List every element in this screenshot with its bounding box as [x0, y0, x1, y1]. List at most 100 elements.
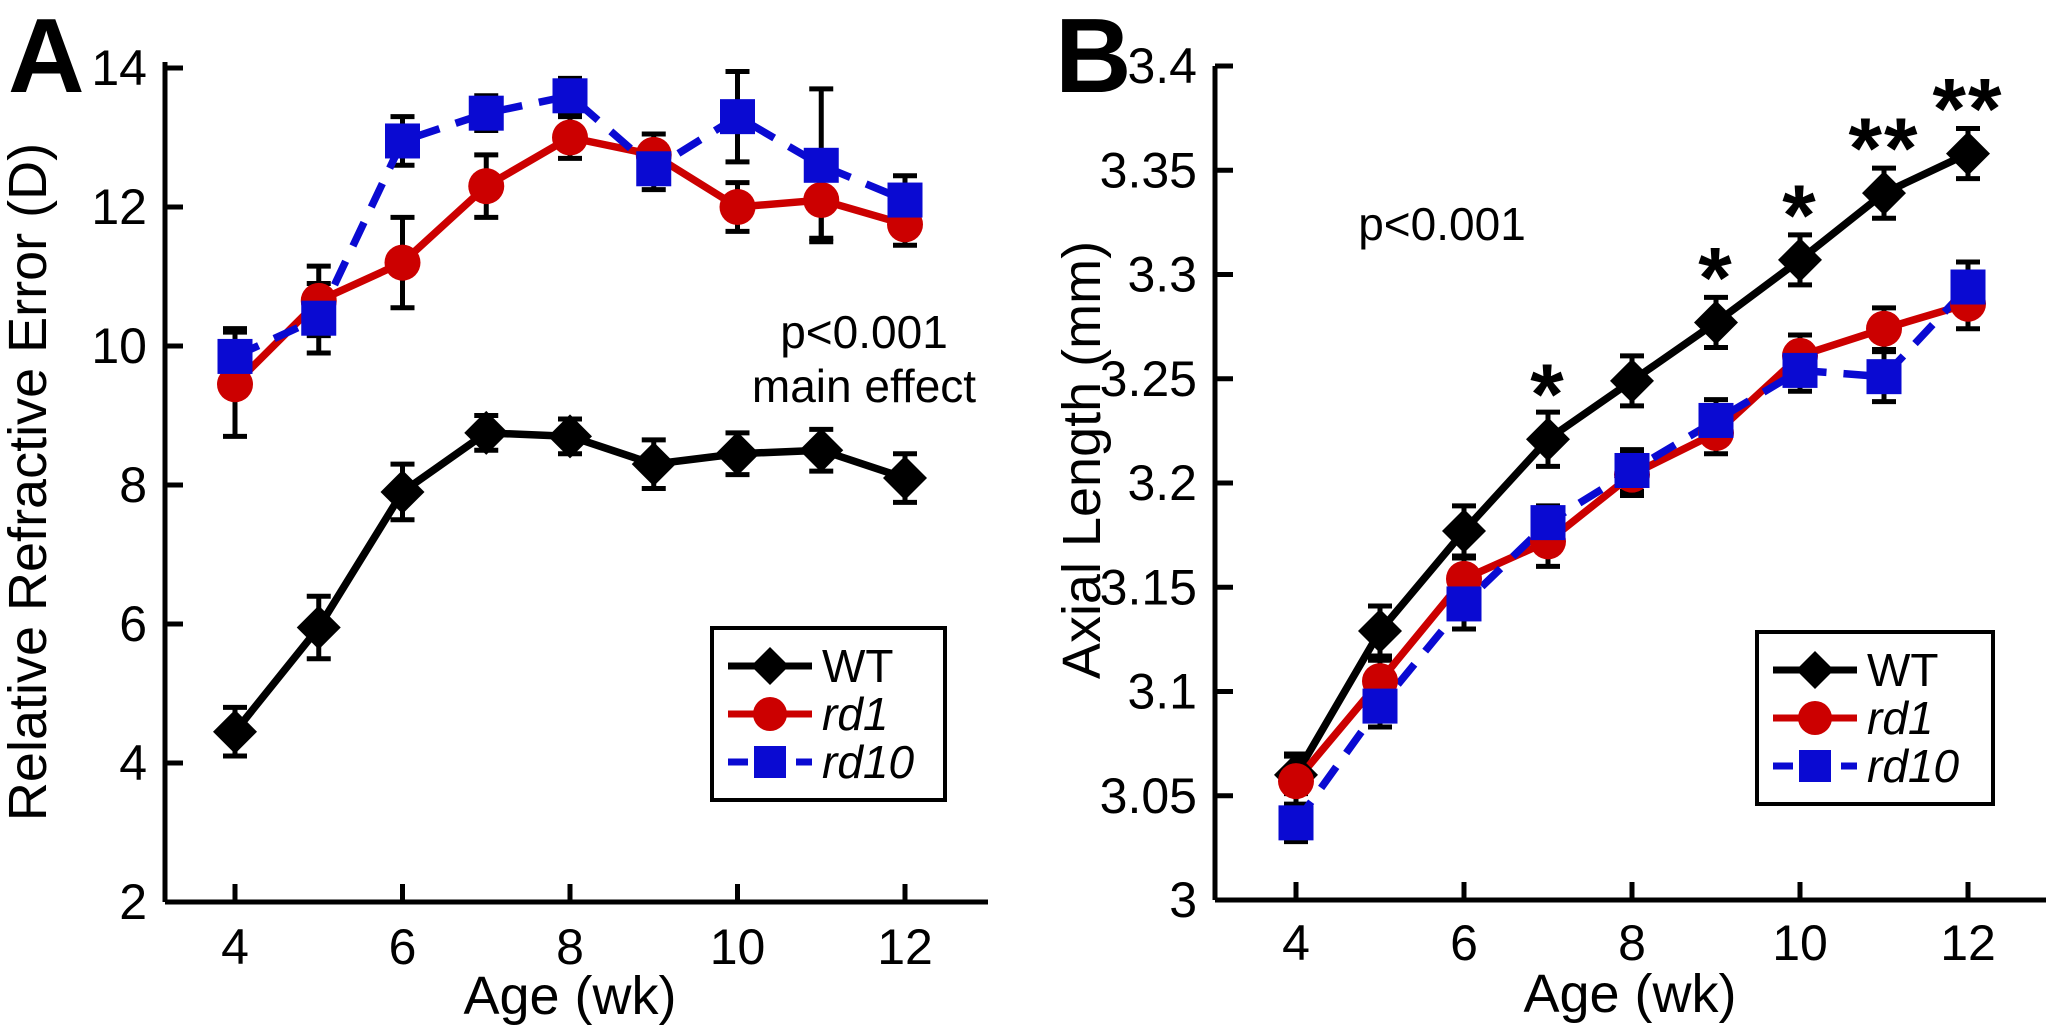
panel-a-rd1-marker-wk7 — [468, 168, 505, 205]
panel-a-y-tick-label-14: 14 — [91, 40, 147, 96]
panel-b-legend-box — [1755, 630, 1995, 806]
panel-b-significance-wk10: * — [1782, 168, 1817, 264]
panel-a-wt-marker-wk6 — [380, 469, 425, 514]
panel-b-legend-wt-diamond-icon — [1796, 651, 1834, 689]
panel-b-legend-wt-label: WT — [1867, 644, 1939, 696]
panel-b-y-tick-label-3.15: 3.15 — [1100, 559, 1197, 615]
panel-b-y-tick-label-3.35: 3.35 — [1100, 142, 1197, 198]
panel-a-legend-wt-diamond-icon — [751, 647, 789, 685]
panel-b-wt-marker-wk12 — [1946, 131, 1990, 176]
panel-b-wt-marker-wk8 — [1610, 358, 1654, 403]
panel-a-rd10-marker-wk8 — [552, 78, 588, 114]
panel-b-wt-marker-wk7 — [1526, 417, 1570, 462]
panel-a-legend-rd10-label: rd10 — [822, 736, 914, 788]
panel-b-x-tick-label-4: 4 — [1282, 915, 1310, 971]
panel-b-significance-wk11: ** — [1849, 101, 1920, 197]
panel-b-y-tick-label-3.05: 3.05 — [1100, 768, 1197, 824]
panel-a-wt-marker-wk12 — [883, 456, 927, 501]
panel-a-rd10-marker-wk4 — [217, 338, 253, 374]
panel-a-rd1-marker-wk6 — [384, 244, 421, 281]
panel-a-x-tick-label-8: 8 — [556, 919, 584, 975]
panel-b-significance-wk9: * — [1698, 230, 1733, 326]
panel-b-rd10-marker-wk9 — [1698, 402, 1734, 438]
panel-b-significance-wk12: ** — [1933, 62, 2004, 158]
panel-a-rd10-marker-wk11 — [803, 147, 839, 183]
panel-a-y-tick-label-4: 4 — [119, 735, 147, 791]
panel-b-plot: 4 6 8 10 1233.053.13.153.23.253.33.353.4****… — [1100, 38, 2046, 971]
panel-b-legend: WT rd1 rd10 — [1755, 630, 1995, 806]
panel-a-wt-marker-wk10 — [715, 431, 760, 476]
panel-a-legend-rd1-circle-icon — [753, 697, 787, 731]
panel-a-y-tick-label-10: 10 — [91, 318, 147, 374]
panel-b-y-tick-label-3.3: 3.3 — [1127, 247, 1197, 303]
panel-a-pvalue-annotation: p<0.001 — [780, 306, 948, 358]
panel-a-rd1-marker-wk4 — [217, 366, 253, 403]
panel-a-wt-marker-wk5 — [296, 605, 341, 650]
panel-b-wt-marker-wk6 — [1442, 508, 1486, 553]
panel-a-y-tick-label-12: 12 — [91, 179, 147, 235]
panel-a-rd10-marker-wk10 — [720, 99, 755, 135]
panel-b-y-tick-label-3.4: 3.4 — [1127, 38, 1197, 94]
panel-a-rd10-marker-wk6 — [385, 123, 420, 159]
panel-a-x-tick-label-10: 10 — [710, 919, 766, 975]
panel-b-rd10-marker-wk7 — [1530, 505, 1566, 541]
panel-a-x-tick-label-6: 6 — [389, 919, 417, 975]
panel-b-wt-marker-wk10 — [1778, 237, 1822, 282]
panel-b-wt-marker-wk9 — [1694, 300, 1738, 345]
panel-b-x-tick-label-8: 8 — [1618, 915, 1646, 971]
panel-b-rd10-marker-wk6 — [1446, 586, 1482, 622]
panel-a-x-tick-label-4: 4 — [221, 919, 249, 975]
panel-a-y-tick-label-6: 6 — [119, 596, 147, 652]
panel-a-rd10-marker-wk12 — [887, 182, 923, 218]
panel-b-y-axis-title: Axial Length (mm) — [1052, 241, 1112, 679]
panel-b-letter: B — [1055, 0, 1132, 115]
panel-b-rd10-marker-wk4 — [1278, 805, 1314, 841]
panel-b-rd10-marker-wk10 — [1782, 352, 1818, 388]
panel-b-rd10-marker-wk5 — [1362, 688, 1398, 724]
panel-b-wt-marker-wk11 — [1862, 171, 1906, 216]
panel-a-main-effect-annotation: main effect — [752, 360, 976, 412]
panel-b-significance-wk7: * — [1530, 347, 1565, 443]
panel-b-faint-pvalue-ghost: p<0.001 — [1358, 198, 1526, 250]
panel-a-legend: WT rd1 rd10 — [710, 626, 947, 802]
panel-a-x-axis-title: Age (wk) — [463, 966, 676, 1026]
panel-a-legend-rd10-square-icon — [754, 746, 786, 778]
panel-b-rd10-marker-wk12 — [1950, 269, 1986, 305]
panel-a-rd1-marker-wk10 — [719, 189, 756, 225]
panel-a-x-tick-label-12: 12 — [877, 919, 933, 975]
panel-b-x-axis-title: Age (wk) — [1523, 964, 1736, 1024]
panel-a-rd10-marker-wk9 — [636, 151, 672, 187]
panel-b-x-tick-label-6: 6 — [1450, 915, 1478, 971]
panel-a-legend-rd1-label: rd1 — [822, 688, 888, 740]
panel-b-y-tick-label-3: 3 — [1169, 872, 1197, 928]
panel-a-wt-marker-wk8 — [548, 414, 592, 459]
panel-a-legend-wt-label: WT — [822, 640, 894, 692]
panel-a-wt-marker-wk4 — [213, 709, 257, 754]
panel-b-legend-rd1-circle-icon — [1798, 701, 1832, 735]
panel-a-rd1-marker-wk8 — [552, 119, 588, 156]
panel-b-rd10-marker-wk11 — [1866, 359, 1902, 395]
panel-b-rd10-marker-wk8 — [1614, 452, 1650, 488]
panel-b-y-tick-label-3.2: 3.2 — [1127, 455, 1197, 511]
panel-b-rd1-marker-wk4 — [1278, 763, 1314, 800]
panel-b-x-tick-label-10: 10 — [1772, 915, 1828, 971]
panel-a-plot: 4 6 8 10 12 2 4 6 8 10 12 14 — [91, 40, 988, 975]
panel-a-y-tick-label-8: 8 — [119, 457, 147, 513]
panel-a-rd10-marker-wk7 — [468, 95, 504, 131]
panel-b-legend-rd10-label: rd10 — [1867, 740, 1959, 792]
panel-b-y-tick-label-3.1: 3.1 — [1127, 664, 1197, 720]
panel-a-rd10-line — [233, 92, 907, 360]
panel-a-letter: A — [8, 0, 85, 115]
panel-a-y-tick-label-2: 2 — [119, 874, 147, 930]
panel-b-x-tick-label-12: 12 — [1940, 915, 1996, 971]
panel-a-rd10-marker-wk5 — [301, 300, 337, 336]
panel-b-y-tick-label-3.25: 3.25 — [1100, 351, 1197, 407]
panel-b-rd1-marker-wk11 — [1866, 310, 1902, 347]
panel-a-wt-marker-wk7 — [464, 410, 509, 455]
panel-a-rd1-marker-wk11 — [803, 182, 840, 219]
panel-a-wt-marker-wk9 — [631, 442, 676, 487]
panel-b-legend-rd10-square-icon — [1799, 750, 1831, 782]
panel-b-wt-marker-wk5 — [1358, 609, 1402, 654]
